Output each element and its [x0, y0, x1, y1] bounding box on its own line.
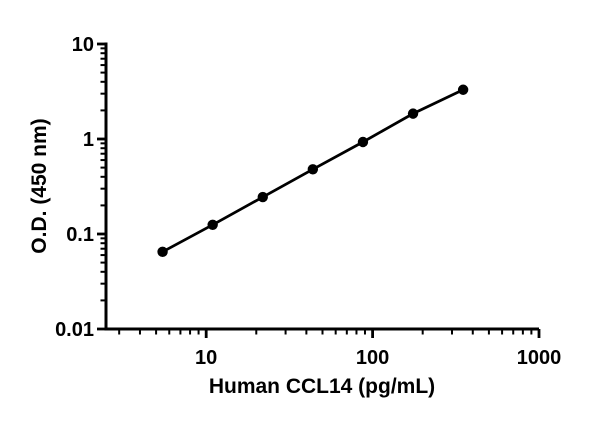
y-tick-label: 1	[83, 129, 94, 151]
y-axis-title: O.D. (450 nm)	[28, 118, 51, 253]
y-tick-label: 10	[72, 34, 94, 56]
x-tick-label: 100	[356, 347, 389, 369]
data-point	[257, 191, 268, 203]
x-tick-label: 10	[195, 347, 217, 369]
axis-spine	[104, 42, 539, 331]
data-point	[457, 84, 469, 95]
y-tick-label: 0.1	[66, 224, 94, 246]
data-point	[407, 108, 419, 119]
data-point	[307, 164, 319, 175]
data-point	[157, 246, 168, 257]
axes	[104, 42, 539, 331]
x-axis-title: Human CCL14 (pg/mL)	[209, 375, 435, 398]
tick-labels: 10 100 1000 0.01 0.1 1 10	[55, 34, 561, 369]
data-point	[207, 219, 218, 230]
major-tick-marks	[97, 42, 541, 338]
data-series	[157, 84, 469, 257]
minor-tick-marks	[100, 47, 533, 335]
data-point	[357, 136, 369, 148]
y-tick-label: 0.01	[55, 319, 94, 341]
x-tick-label: 1000	[517, 347, 562, 369]
